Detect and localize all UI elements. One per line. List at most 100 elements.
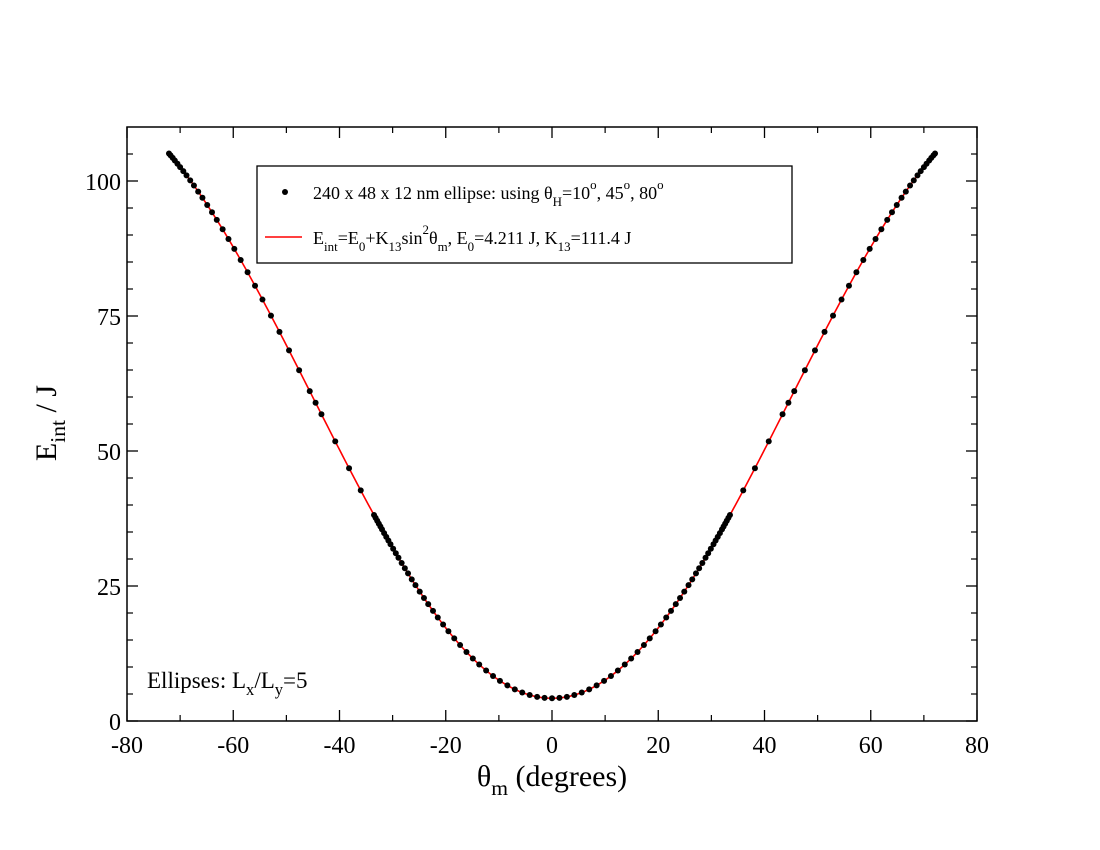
x-tick-label: 60 xyxy=(859,733,883,759)
data-point xyxy=(511,686,518,693)
x-axis-title: θm (degrees) xyxy=(477,760,627,800)
data-point xyxy=(451,635,458,642)
data-point xyxy=(318,411,325,418)
data-point xyxy=(526,692,533,699)
data-point xyxy=(259,296,266,303)
data-point xyxy=(830,312,837,319)
data-point xyxy=(878,226,885,233)
data-point xyxy=(425,601,432,608)
data-point xyxy=(614,667,621,674)
data-point xyxy=(705,550,712,557)
legend-label-fit: Eint=E0+K13sin2θm, E0=4.211 J, K13=111.4… xyxy=(313,222,631,254)
data-point xyxy=(306,388,313,395)
data-point xyxy=(213,216,220,223)
legend-box xyxy=(256,165,793,264)
y-tick-label: 50 xyxy=(97,440,121,466)
x-tick-label: 20 xyxy=(646,733,670,759)
data-point xyxy=(917,168,924,175)
data-point xyxy=(811,347,818,354)
data-point xyxy=(195,188,202,195)
data-point xyxy=(910,177,917,184)
data-point xyxy=(696,565,703,572)
legend: 240 x 48 x 12 nm ellipse: using θH=10o, … xyxy=(256,165,793,264)
data-point xyxy=(726,512,733,518)
data-point xyxy=(231,245,238,252)
data-point xyxy=(398,560,405,567)
data-point xyxy=(296,367,303,374)
data-point xyxy=(463,649,470,655)
data-point xyxy=(519,689,526,696)
data-point xyxy=(504,682,511,689)
data-point xyxy=(932,150,939,157)
data-point xyxy=(357,487,364,494)
data-point xyxy=(866,245,873,252)
data-point xyxy=(860,256,867,263)
data-point xyxy=(434,614,441,621)
data-point xyxy=(276,328,283,335)
data-point xyxy=(677,594,684,601)
data-point xyxy=(395,554,402,561)
data-point xyxy=(563,693,570,700)
data-point xyxy=(601,677,608,684)
data-point xyxy=(252,282,259,289)
data-point xyxy=(187,177,194,184)
data-point xyxy=(914,172,921,179)
data-point xyxy=(884,216,891,223)
data-point xyxy=(853,269,860,276)
data-point xyxy=(621,661,628,668)
plot-annotation: Ellipses: Lx/Ly=5 xyxy=(147,668,308,699)
data-point xyxy=(838,296,845,303)
data-point xyxy=(420,594,427,601)
data-point xyxy=(286,347,293,354)
data-point xyxy=(332,438,339,445)
data-point xyxy=(408,576,415,583)
data-point xyxy=(177,164,184,171)
data-point xyxy=(821,328,828,335)
data-points-layer xyxy=(165,150,939,702)
data-point xyxy=(689,576,696,583)
data-point xyxy=(312,399,319,406)
data-point xyxy=(607,672,614,679)
data-point xyxy=(898,194,905,201)
data-point xyxy=(571,692,578,699)
data-point xyxy=(346,465,353,472)
data-point xyxy=(586,686,593,693)
data-point xyxy=(219,226,226,233)
y-axis-title: Eint / J xyxy=(30,385,70,461)
legend-label-points: 240 x 48 x 12 nm ellipse: using θH=10o, … xyxy=(313,177,664,209)
data-point xyxy=(785,399,792,406)
data-point xyxy=(180,168,187,175)
x-tick-label: 0 xyxy=(546,733,558,759)
data-point xyxy=(483,667,490,674)
data-point xyxy=(681,588,688,595)
x-tick-label: -20 xyxy=(430,733,462,759)
data-point xyxy=(893,201,900,208)
data-point xyxy=(751,465,758,472)
data-point xyxy=(556,694,563,701)
x-tick-label: -80 xyxy=(111,733,143,759)
data-point xyxy=(791,388,798,395)
data-point xyxy=(907,182,914,189)
data-point xyxy=(225,235,232,242)
data-point xyxy=(628,655,635,662)
data-point xyxy=(640,642,647,649)
data-point xyxy=(902,188,909,195)
x-tick-label: -40 xyxy=(324,733,356,759)
x-tick-label: -60 xyxy=(217,733,249,759)
data-point xyxy=(401,565,408,572)
data-point xyxy=(889,209,895,216)
data-point xyxy=(496,677,503,684)
data-point xyxy=(387,541,394,548)
data-point xyxy=(440,621,447,628)
data-point xyxy=(534,693,541,700)
data-point xyxy=(845,282,852,289)
data-point xyxy=(740,487,747,494)
axis-titles: θm (degrees) Eint / J xyxy=(30,385,627,800)
data-point xyxy=(199,194,206,201)
data-point xyxy=(392,550,399,557)
y-tick-label: 75 xyxy=(97,305,121,331)
y-axis-title-group: Eint / J xyxy=(30,385,70,461)
x-tick-label: 80 xyxy=(965,733,989,759)
data-point xyxy=(209,209,215,216)
